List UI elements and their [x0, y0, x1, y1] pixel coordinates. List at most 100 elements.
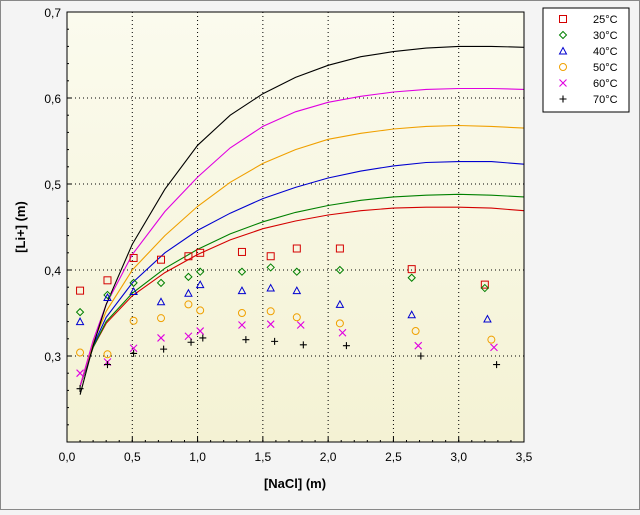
- circle-marker: [129, 316, 138, 325]
- y-tick-label: 0,4: [44, 264, 61, 278]
- square-marker: [407, 265, 416, 274]
- square-marker: [184, 252, 193, 261]
- diamond-marker: [558, 30, 568, 40]
- circle-marker: [157, 314, 166, 323]
- x-marker: [76, 369, 84, 378]
- y-axis-label: [Li+] (m): [13, 201, 28, 253]
- x-marker: [559, 79, 567, 87]
- diamond-marker: [156, 278, 166, 288]
- circle-marker: [292, 313, 301, 322]
- x-marker: [196, 327, 205, 335]
- diamond-marker: [237, 267, 247, 276]
- triangle-marker: [266, 283, 276, 292]
- circle-marker: [76, 348, 85, 357]
- square-marker: [335, 244, 344, 253]
- plus-marker: [559, 95, 567, 103]
- diamond-marker: [407, 273, 416, 282]
- plus-marker: [199, 334, 207, 342]
- x-marker: [338, 328, 347, 337]
- plus-marker: [76, 385, 84, 393]
- triangle-marker: [103, 292, 112, 301]
- plus-marker: [493, 361, 501, 369]
- y-tick-label: 0,3: [44, 350, 61, 364]
- x-marker: [414, 341, 423, 350]
- x-tick-label: 0,5: [124, 450, 141, 464]
- tick-layer: 0,0 0,5 1,0 1,5 2,0 2,5 3,0 3,5 0,3 0,4 0,5 0,6 0,7: [44, 6, 532, 464]
- x-axis-label: [NaCl] (m): [264, 476, 326, 491]
- triangle-marker: [483, 314, 492, 323]
- square-marker: [266, 252, 275, 261]
- plus-marker: [160, 345, 168, 353]
- plus-marker: [342, 342, 350, 350]
- plot-area: [67, 12, 524, 442]
- fit-curve: [79, 45, 525, 395]
- plus-marker: [103, 361, 111, 369]
- circle-marker: [266, 307, 275, 316]
- legend-label: 50°C: [593, 62, 618, 74]
- diamond-marker: [103, 290, 112, 300]
- square-marker: [237, 247, 246, 256]
- square-marker: [480, 280, 489, 289]
- triangle-marker: [237, 286, 247, 295]
- legend-label: 70°C: [593, 94, 618, 106]
- plus-marker: [187, 338, 195, 346]
- circle-marker: [487, 335, 496, 344]
- x-marker: [157, 334, 165, 342]
- triangle-marker: [558, 46, 568, 55]
- x-tick-label: 0,0: [59, 450, 76, 464]
- x-marker: [266, 320, 275, 329]
- x-tick-label: 1,5: [255, 450, 272, 464]
- circle-marker: [196, 306, 205, 315]
- plus-marker: [271, 337, 279, 345]
- legend-label: 60°C: [593, 78, 618, 90]
- x-marker: [129, 344, 138, 353]
- x-marker: [238, 321, 246, 329]
- diamond-marker: [266, 263, 275, 272]
- plus-marker: [417, 352, 425, 360]
- legend-label: 25°C: [593, 14, 618, 26]
- triangle-marker: [292, 286, 302, 295]
- point-layer: [75, 244, 501, 393]
- diamond-marker: [335, 265, 345, 275]
- fit-curve: [79, 206, 525, 387]
- triangle-marker: [129, 286, 138, 295]
- y-tick-label: 0,7: [44, 6, 61, 20]
- fit-curve: [79, 161, 525, 387]
- x-tick-label: 2,5: [385, 450, 402, 464]
- diamond-marker: [195, 267, 205, 276]
- triangle-marker: [75, 317, 85, 326]
- legend-box: [542, 7, 630, 113]
- fit-curve: [79, 193, 525, 387]
- circle-marker: [237, 309, 246, 317]
- triangle-marker: [407, 310, 417, 319]
- square-marker: [559, 15, 567, 23]
- x-tick-label: 3,5: [516, 450, 533, 464]
- plus-marker: [299, 341, 307, 349]
- curve-layer: [79, 45, 525, 395]
- x-tick-label: 2,0: [320, 450, 337, 464]
- legend: 25°C 30°C 40°C 50°C 60°C 70°C: [542, 7, 630, 113]
- diamond-marker: [75, 307, 85, 317]
- plus-marker: [242, 336, 250, 344]
- legend-label: 30°C: [593, 30, 618, 42]
- diamond-marker: [184, 272, 193, 282]
- circle-marker: [335, 319, 344, 328]
- circle-marker: [559, 63, 567, 71]
- circle-marker: [411, 327, 420, 336]
- circle-marker: [184, 300, 193, 309]
- y-tick-label: 0,6: [44, 92, 61, 106]
- square-marker: [292, 244, 301, 253]
- triangle-marker: [335, 299, 345, 308]
- triangle-marker: [156, 297, 166, 306]
- x-marker: [296, 321, 305, 329]
- diamond-marker: [480, 283, 490, 293]
- y-tick-label: 0,5: [44, 178, 61, 192]
- x-marker: [184, 332, 193, 341]
- fit-curve: [79, 124, 525, 387]
- triangle-marker: [184, 288, 193, 297]
- square-marker: [157, 255, 166, 264]
- plus-marker: [130, 349, 138, 357]
- square-marker: [129, 253, 138, 262]
